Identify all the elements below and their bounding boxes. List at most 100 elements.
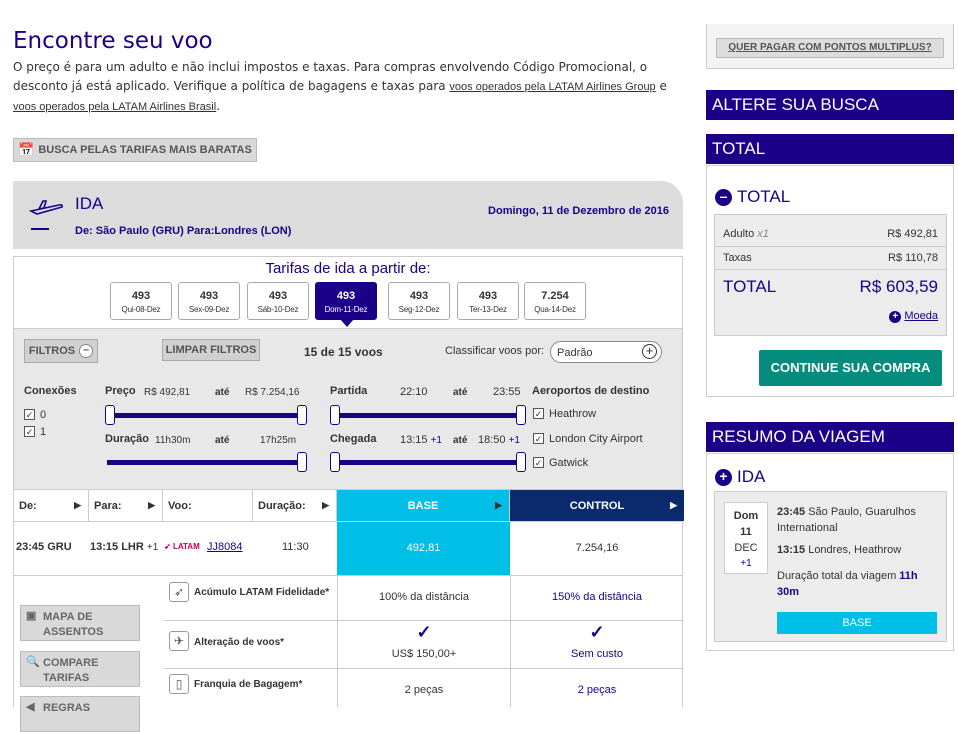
- flight-number-link[interactable]: JJ8084: [207, 541, 243, 553]
- megaphone-icon: ◀: [26, 701, 35, 713]
- collapse-icon[interactable]: –: [715, 189, 732, 206]
- fare-day-7[interactable]: 7.254 Qua-14-Dez: [524, 282, 586, 320]
- seat-icon: ▣: [26, 610, 37, 622]
- seat-map-button[interactable]: ▣ MAPA DE ASSENTOS: [20, 605, 140, 641]
- duration-slider[interactable]: [107, 452, 307, 472]
- fare-day-4[interactable]: 493 Dom-11-Dez: [315, 282, 377, 327]
- minus-icon: –: [79, 344, 94, 358]
- slider-handle[interactable]: [105, 405, 115, 425]
- currency-link[interactable]: + Moeda: [889, 310, 938, 323]
- connections-0-checkbox[interactable]: ✓: [24, 409, 35, 420]
- flight-row: 23:45 GRU 13:15 LHR +1 ➶ LATAM JJ8084 11…: [13, 522, 683, 576]
- connections-0-label: 0: [40, 409, 47, 421]
- header-to: Para:: [94, 500, 122, 512]
- summary-ida-label: IDA: [737, 467, 766, 486]
- cheapest-fares-button[interactable]: 📅 BUSCA PELAS TARIFAS MAIS BARATAS: [13, 138, 257, 162]
- sort-select[interactable]: Padrão: [550, 341, 662, 363]
- fare-day-date: Qui-08-Dez: [121, 305, 161, 314]
- summary-departure: 23:45 São Paulo, Guarulhos International: [777, 504, 937, 536]
- summary-day: Dom: [733, 510, 759, 522]
- fare-day-1[interactable]: 493 Qui-08-Dez: [110, 282, 172, 320]
- slider-handle[interactable]: [516, 405, 526, 425]
- departure-label: Partida: [330, 385, 368, 397]
- slider-handle[interactable]: [516, 452, 526, 472]
- base-fare-cell[interactable]: 492,81: [337, 522, 510, 575]
- fare-calendar-title: Tarifas de ida a partir de:: [265, 260, 431, 277]
- arrival-label: Chegada: [330, 433, 377, 445]
- adult-value: R$ 492,81: [887, 228, 938, 240]
- arrival-slider[interactable]: [330, 452, 526, 472]
- departure-min: 22:10: [400, 386, 428, 398]
- flight-count: 15 de 15 voos: [304, 345, 383, 359]
- multiplus-button[interactable]: QUER PAGAR COM PONTOS MULTIPLUS?: [716, 38, 944, 58]
- header-control: CONTROL: [569, 500, 625, 512]
- summary-details: Dom 11 DEC +1 23:45 São Paulo, Guarulhos…: [714, 491, 947, 642]
- sort-base[interactable]: BASE ▶: [337, 490, 510, 521]
- airport-heathrow-checkbox[interactable]: ✓: [533, 408, 544, 419]
- connections-label: Conexões: [24, 385, 77, 397]
- change-search-header[interactable]: ALTERE SUA BUSCA: [706, 90, 954, 120]
- sort-to[interactable]: Para: ▶: [89, 490, 163, 521]
- baggage-control: 2 peças: [577, 684, 617, 696]
- outbound-label: IDA: [75, 194, 104, 213]
- arrival-min-plus: +1: [430, 435, 442, 446]
- divider: [715, 246, 946, 247]
- sort-duration[interactable]: Duração: ▶: [253, 490, 337, 521]
- airports-label: Aeroportos de destino: [532, 385, 650, 397]
- summary-arrival: 13:15 Londres, Heathrow: [777, 544, 937, 556]
- link-latam-brasil[interactable]: voos operados pela LATAM Airlines Brasil: [13, 101, 217, 113]
- arrival-min: 13:15 +1: [400, 434, 442, 446]
- airport-gatwick-checkbox[interactable]: ✓: [533, 457, 544, 468]
- rules-button[interactable]: ◀ REGRAS: [20, 696, 140, 732]
- departure-max: 23:55: [493, 386, 521, 398]
- slider-handle[interactable]: [330, 452, 340, 472]
- compare-fares-button[interactable]: 🔍 COMPARE TARIFAS: [20, 651, 140, 687]
- sort-from[interactable]: De: ▶: [14, 490, 89, 521]
- grand-total-value: R$ 603,59: [859, 277, 938, 296]
- flight-change-control: Sem custo: [571, 648, 623, 660]
- duration-max: 17h25m: [260, 435, 297, 446]
- fare-day-2[interactable]: 493 Sex-09-Dez: [178, 282, 240, 320]
- slider-handle[interactable]: [297, 452, 307, 472]
- multiplus-panel: QUER PAGAR COM PONTOS MULTIPLUS?: [706, 24, 954, 69]
- fare-day-5[interactable]: 493 Seg-12-Dez: [388, 282, 450, 320]
- fare-day-price: 493: [199, 290, 219, 302]
- trip-summary-header: RESUMO DA VIAGEM: [706, 422, 954, 452]
- airport-london-city-checkbox[interactable]: ✓: [533, 433, 544, 444]
- fare-day-date: Ter-13-Dez: [469, 305, 507, 314]
- flight-change-icon: ✈: [169, 631, 189, 651]
- slider-handle[interactable]: [297, 405, 307, 425]
- price-slider[interactable]: [105, 405, 307, 425]
- fare-calendar: Tarifas de ida a partir de: 493 Qui-08-De…: [13, 256, 683, 329]
- header-from: De:: [19, 500, 37, 512]
- fare-day-3[interactable]: 493 Sáb-10-Dez: [247, 282, 309, 320]
- continue-purchase-button[interactable]: CONTINUE SUA COMPRA: [759, 350, 942, 386]
- baggage-base: 2 peças: [404, 684, 444, 696]
- adult-count: x1: [757, 228, 769, 240]
- slider-handle[interactable]: [330, 405, 340, 425]
- control-fare-cell[interactable]: 7.254,16: [575, 542, 619, 554]
- plus-icon[interactable]: +: [642, 344, 657, 359]
- flight-departure: 23:45 GRU: [16, 541, 72, 553]
- fare-day-6[interactable]: 493 Ter-13-Dez: [457, 282, 519, 320]
- filters-toggle-button[interactable]: FILTROS –: [24, 339, 98, 363]
- intro-text-part: O preço é para um adulto e não inclui im…: [13, 60, 648, 93]
- fare-day-date: Seg-12-Dez: [398, 305, 440, 314]
- departure-slider[interactable]: [330, 405, 526, 425]
- total-title: TOTAL: [737, 187, 791, 206]
- summary-duration: Duração total da viagem 11h 30m: [777, 568, 937, 600]
- clear-filters-button[interactable]: LIMPAR FILTROS: [162, 339, 260, 361]
- link-latam-group[interactable]: voos operados pela LATAM Airlines Group: [449, 81, 656, 93]
- summary-date: 11: [740, 526, 752, 538]
- trip-summary-panel: + IDA Dom 11 DEC +1 23:45 São Paulo, Gua…: [706, 453, 954, 651]
- loyalty-control: 150% da distância: [552, 591, 642, 603]
- filters-panel: FILTROS – LIMPAR FILTROS 15 de 15 voos Cl…: [13, 329, 683, 490]
- header-flight: Voo:: [163, 490, 253, 521]
- sort-control[interactable]: CONTROL ▶: [510, 490, 684, 521]
- duration-to: até: [215, 435, 230, 446]
- page-title: Encontre seu voo: [13, 28, 213, 54]
- expand-icon[interactable]: +: [715, 469, 732, 486]
- summary-date-box: Dom 11 DEC +1: [724, 502, 768, 574]
- summary-fare-badge: BASE: [777, 612, 937, 634]
- connections-1-checkbox[interactable]: ✓: [24, 426, 35, 437]
